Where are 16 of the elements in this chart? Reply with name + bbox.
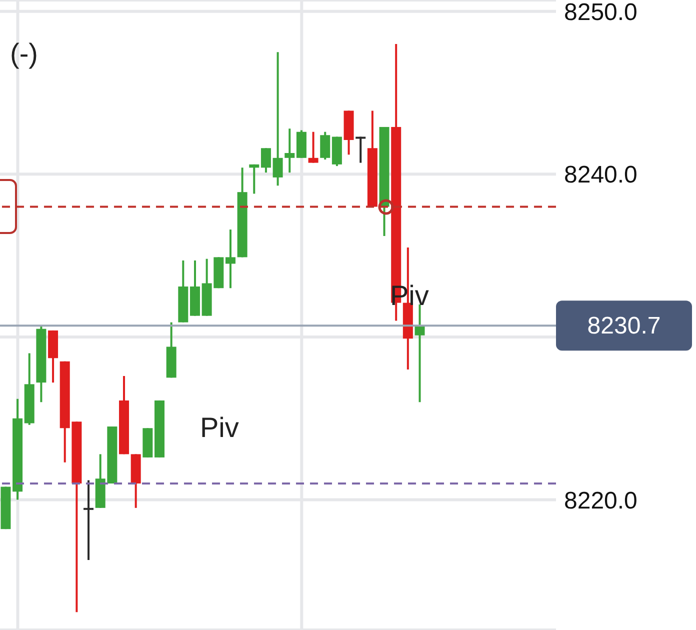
- candlestick: [320, 130, 330, 161]
- candlestick: [308, 130, 318, 164]
- ref-line-label: 8230.7: [587, 312, 661, 340]
- y-tick-label: 8240.0: [564, 162, 638, 189]
- candlestick: [414, 303, 425, 404]
- annotation: (-): [10, 38, 38, 70]
- candlestick: [356, 136, 366, 164]
- y-tick-label: 8250.0: [564, 0, 638, 26]
- annotation: Piv: [200, 412, 239, 444]
- candlestick: [284, 128, 295, 174]
- y-tick-label: 8220.0: [564, 487, 638, 514]
- candlestick: [84, 479, 94, 561]
- candlestick: [260, 147, 271, 174]
- candlestick: [272, 51, 283, 187]
- candlestick: [249, 163, 260, 195]
- candlestick: [225, 228, 236, 290]
